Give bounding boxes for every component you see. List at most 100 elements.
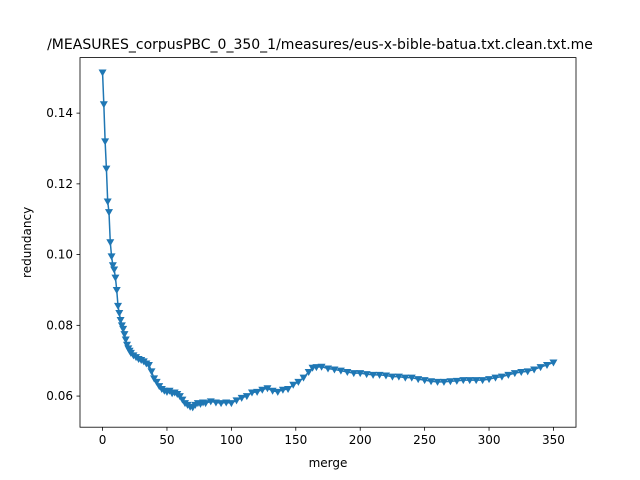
data-point-marker (110, 266, 119, 274)
data-point-marker (99, 101, 108, 109)
data-point-marker (517, 369, 526, 377)
data-point-marker (472, 377, 481, 385)
x-tick-label: 200 (349, 433, 372, 447)
data-point-marker (150, 375, 159, 383)
axes-frame (79, 57, 577, 428)
data-point-marker (304, 369, 313, 377)
y-tick-label: 0.08 (46, 318, 73, 332)
data-point-marker (536, 364, 545, 372)
data-point-marker (485, 376, 494, 384)
data-point-marker (324, 365, 332, 373)
data-point-marker (478, 377, 487, 385)
data-point-marker (232, 397, 241, 405)
data-point-marker (362, 371, 371, 379)
data-point-marker (263, 385, 272, 393)
data-point-marker (253, 388, 262, 396)
x-tick-label: 300 (478, 433, 501, 447)
y-tick-label: 0.10 (46, 248, 73, 262)
x-tick-label: 100 (220, 433, 243, 447)
data-point-marker (115, 309, 124, 317)
data-point-marker (312, 364, 321, 372)
x-tick-label: 0 (99, 433, 107, 447)
y-axis: 0.06 0.08 0.10 0.12 0.14 (46, 106, 80, 403)
data-point-marker (407, 374, 416, 382)
data-point-marker (144, 361, 153, 369)
y-tick-label: 0.06 (46, 389, 73, 403)
data-point-marker (106, 239, 115, 247)
x-tick-label: 150 (284, 433, 307, 447)
data-point-marker (107, 253, 116, 261)
data-point-marker (491, 374, 500, 382)
data-point-marker (103, 198, 112, 206)
data-point-marker (420, 377, 429, 385)
data-point-marker (289, 381, 298, 389)
data-point-marker (375, 371, 384, 379)
data-point-marker (101, 138, 110, 146)
data-point-marker (343, 369, 352, 377)
data-point-marker (381, 372, 390, 380)
data-point-marker (119, 325, 128, 333)
data-point-marker (111, 274, 120, 282)
data-point-marker (349, 370, 358, 378)
data-point-marker (414, 376, 423, 384)
data-point-marker (465, 377, 474, 385)
data-point-marker (401, 374, 410, 382)
x-tick-label: 50 (159, 433, 174, 447)
data-point-marker (394, 373, 403, 381)
data-point-marker (356, 370, 365, 378)
data-point-marker (330, 366, 339, 374)
data-point-marker (497, 373, 506, 381)
data-point-marker (278, 386, 287, 394)
data-point-marker (549, 359, 558, 367)
data-point-marker (147, 368, 156, 376)
chart-title: /MEASURES_corpusPBC_0_350_1/measures/eus… (47, 37, 593, 53)
data-point-marker (247, 389, 256, 397)
data-point-marker (530, 366, 539, 374)
data-point-marker (175, 393, 184, 401)
y-tick-label: 0.12 (46, 177, 73, 191)
data-point-marker (427, 378, 436, 386)
data-point-marker (152, 378, 161, 386)
data-point-marker (459, 377, 468, 385)
data-point-marker (201, 400, 210, 408)
data-point-marker (98, 69, 107, 77)
y-axis-label: redundancy (20, 207, 34, 278)
data-point-marker (433, 378, 442, 386)
data-point-marker (123, 341, 132, 349)
data-point-marker (284, 386, 293, 393)
x-axis: 0 50 100 150 200 250 300 350 (99, 427, 565, 447)
data-point-marker (116, 317, 125, 325)
data-point-marker (543, 361, 552, 369)
data-point-marker (121, 336, 130, 344)
y-tick-label: 0.14 (46, 106, 73, 120)
data-point-marker (523, 368, 532, 376)
data-point-marker (112, 286, 121, 294)
plot-area (98, 69, 558, 412)
data-point-marker (227, 400, 236, 408)
data-point-marker (104, 209, 113, 217)
data-point-marker (369, 371, 378, 379)
data-point-marker (452, 377, 461, 385)
data-point-marker (504, 371, 513, 379)
data-point-marker (317, 363, 326, 371)
data-point-marker (439, 378, 448, 386)
data-point-marker (120, 331, 129, 339)
data-point-marker (108, 262, 117, 270)
data-point-marker (114, 302, 123, 310)
data-point-marker (102, 165, 111, 173)
x-tick-label: 350 (542, 433, 565, 447)
data-point-marker (336, 367, 345, 375)
data-point-marker (258, 386, 267, 394)
x-axis-label: merge (309, 456, 348, 470)
data-point-marker (217, 400, 226, 408)
data-point-marker (237, 394, 246, 402)
data-point-marker (273, 388, 282, 396)
data-point-marker (178, 396, 187, 404)
data-point-marker (117, 322, 126, 330)
data-point-marker (446, 378, 455, 386)
data-point-marker (242, 393, 251, 401)
data-point-marker (510, 370, 519, 378)
data-point-marker (388, 373, 397, 381)
